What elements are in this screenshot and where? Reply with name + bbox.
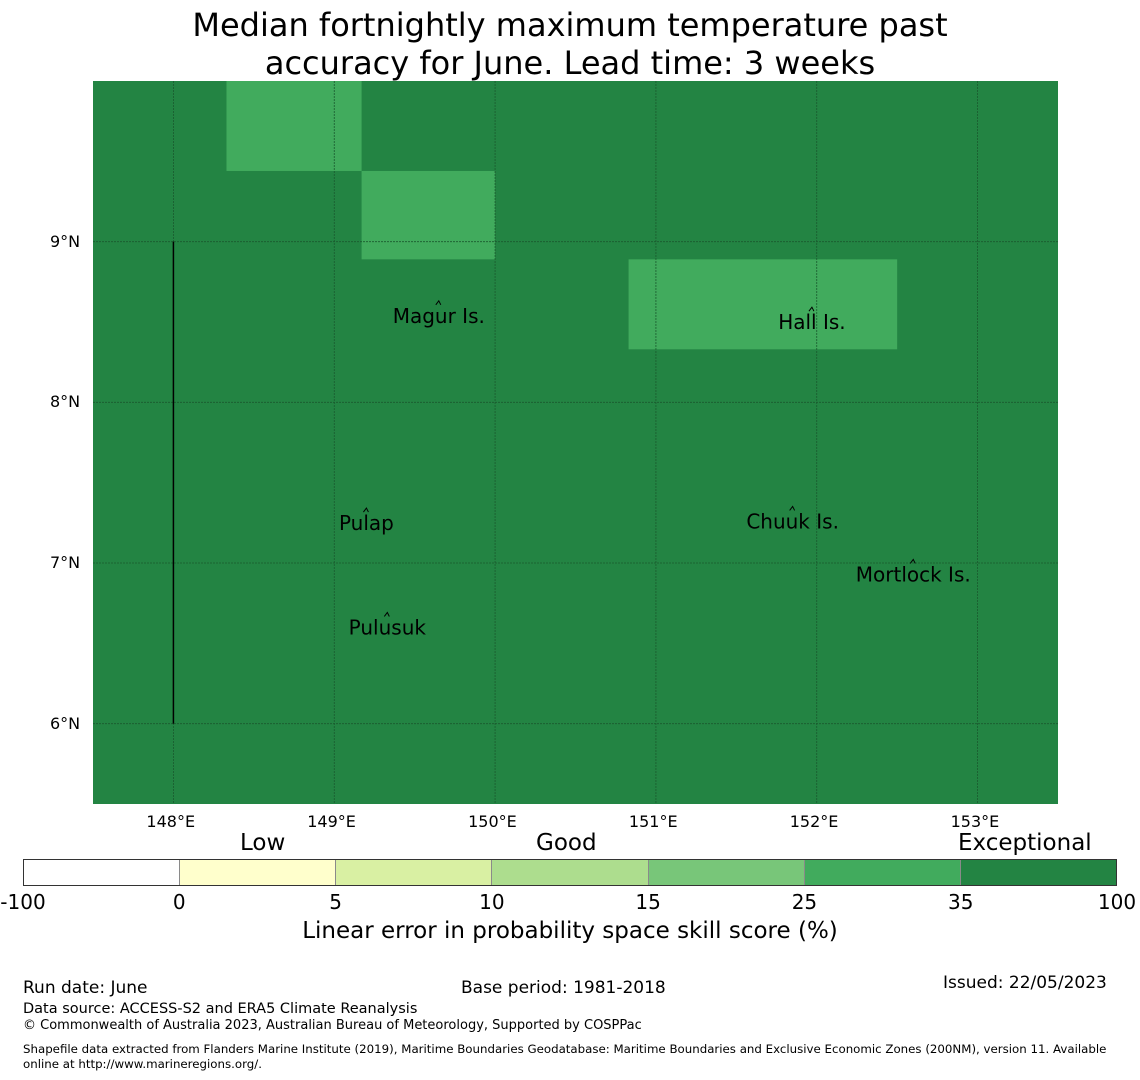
colorbar-tick-label: 35 <box>947 890 974 914</box>
island-outline <box>789 505 796 511</box>
island-label: Pulap <box>339 511 394 535</box>
colorbar-tick-label: 15 <box>635 890 661 914</box>
colorbar-segment <box>960 860 1116 885</box>
colorbar-tick-label: 0 <box>172 890 186 914</box>
island-outline <box>808 306 815 312</box>
shapefile-credit-line2: online at http://www.marineregions.org/. <box>23 1057 262 1071</box>
issued-date: Issued: 22/05/2023 <box>943 973 1107 993</box>
x-tick-label: 150°E <box>468 812 517 831</box>
shapefile-credit-line1: Shapefile data extracted from Flanders M… <box>23 1042 1107 1056</box>
skill-score-map: Magur Is. Hall Is. Pulap Chuuk Is. Mortlock … <box>93 81 1058 804</box>
colorbar-tick-label: 5 <box>329 890 342 914</box>
island-label: Mortlock Is. <box>856 562 971 586</box>
x-tick-label: 152°E <box>789 812 839 831</box>
map-title-line1: Median fortnightly maximum temperature p… <box>192 6 948 44</box>
run-date: Run date: June <box>23 978 148 998</box>
island-label: Hall Is. <box>778 310 845 334</box>
colorbar-segment <box>804 860 961 885</box>
x-tick-label: 148°E <box>146 812 196 831</box>
colorbar-segment <box>648 860 805 885</box>
map-title-line2: accuracy for June. Lead time: 3 weeks <box>264 44 876 82</box>
colorbar-tick-label: 100 <box>1097 890 1137 914</box>
y-tick-label: 8°N <box>50 392 81 412</box>
island-outline <box>363 507 369 513</box>
map-title: Median fortnightly maximum temperature p… <box>0 6 1140 82</box>
colorbar-segment <box>336 860 493 885</box>
skill-cell <box>226 81 362 171</box>
skill-cell <box>628 259 898 350</box>
data-source: Data source: ACCESS-S2 and ERA5 Climate … <box>23 1001 418 1017</box>
colorbar-segment <box>492 860 649 885</box>
copyright: © Commonwealth of Australia 2023, Austra… <box>23 1018 642 1033</box>
y-tick-label: 9°N <box>50 231 81 251</box>
colorbar-category-good: Good <box>536 830 597 856</box>
colorbar <box>23 859 1117 886</box>
colorbar-segment <box>24 860 181 885</box>
skill-cell <box>361 170 496 260</box>
island-label: Magur Is. <box>393 304 485 328</box>
x-tick-label: 153°E <box>950 812 1000 831</box>
island-outline <box>909 558 916 564</box>
colorbar-category-low: Low <box>240 830 286 856</box>
colorbar-tick-label: 10 <box>479 890 505 914</box>
y-tick-label: 6°N <box>50 713 81 733</box>
colorbar-tick-label: -100 <box>0 890 46 914</box>
island-label: Pulusuk <box>349 615 427 639</box>
x-tick-label: 151°E <box>628 812 678 831</box>
map-background <box>93 81 1058 804</box>
y-tick-label: 7°N <box>50 553 81 572</box>
island-outline <box>435 299 442 306</box>
colorbar-label: Linear error in probability space skill … <box>302 918 838 944</box>
island-label: Chuuk Is. <box>746 509 839 533</box>
colorbar-category-exceptional: Exceptional <box>958 830 1092 856</box>
x-tick-label: 149°E <box>307 812 356 831</box>
island-outline <box>383 611 390 617</box>
colorbar-tick-label: 25 <box>791 890 818 914</box>
colorbar-segment <box>180 860 337 885</box>
base-period: Base period: 1981-2018 <box>461 978 666 998</box>
